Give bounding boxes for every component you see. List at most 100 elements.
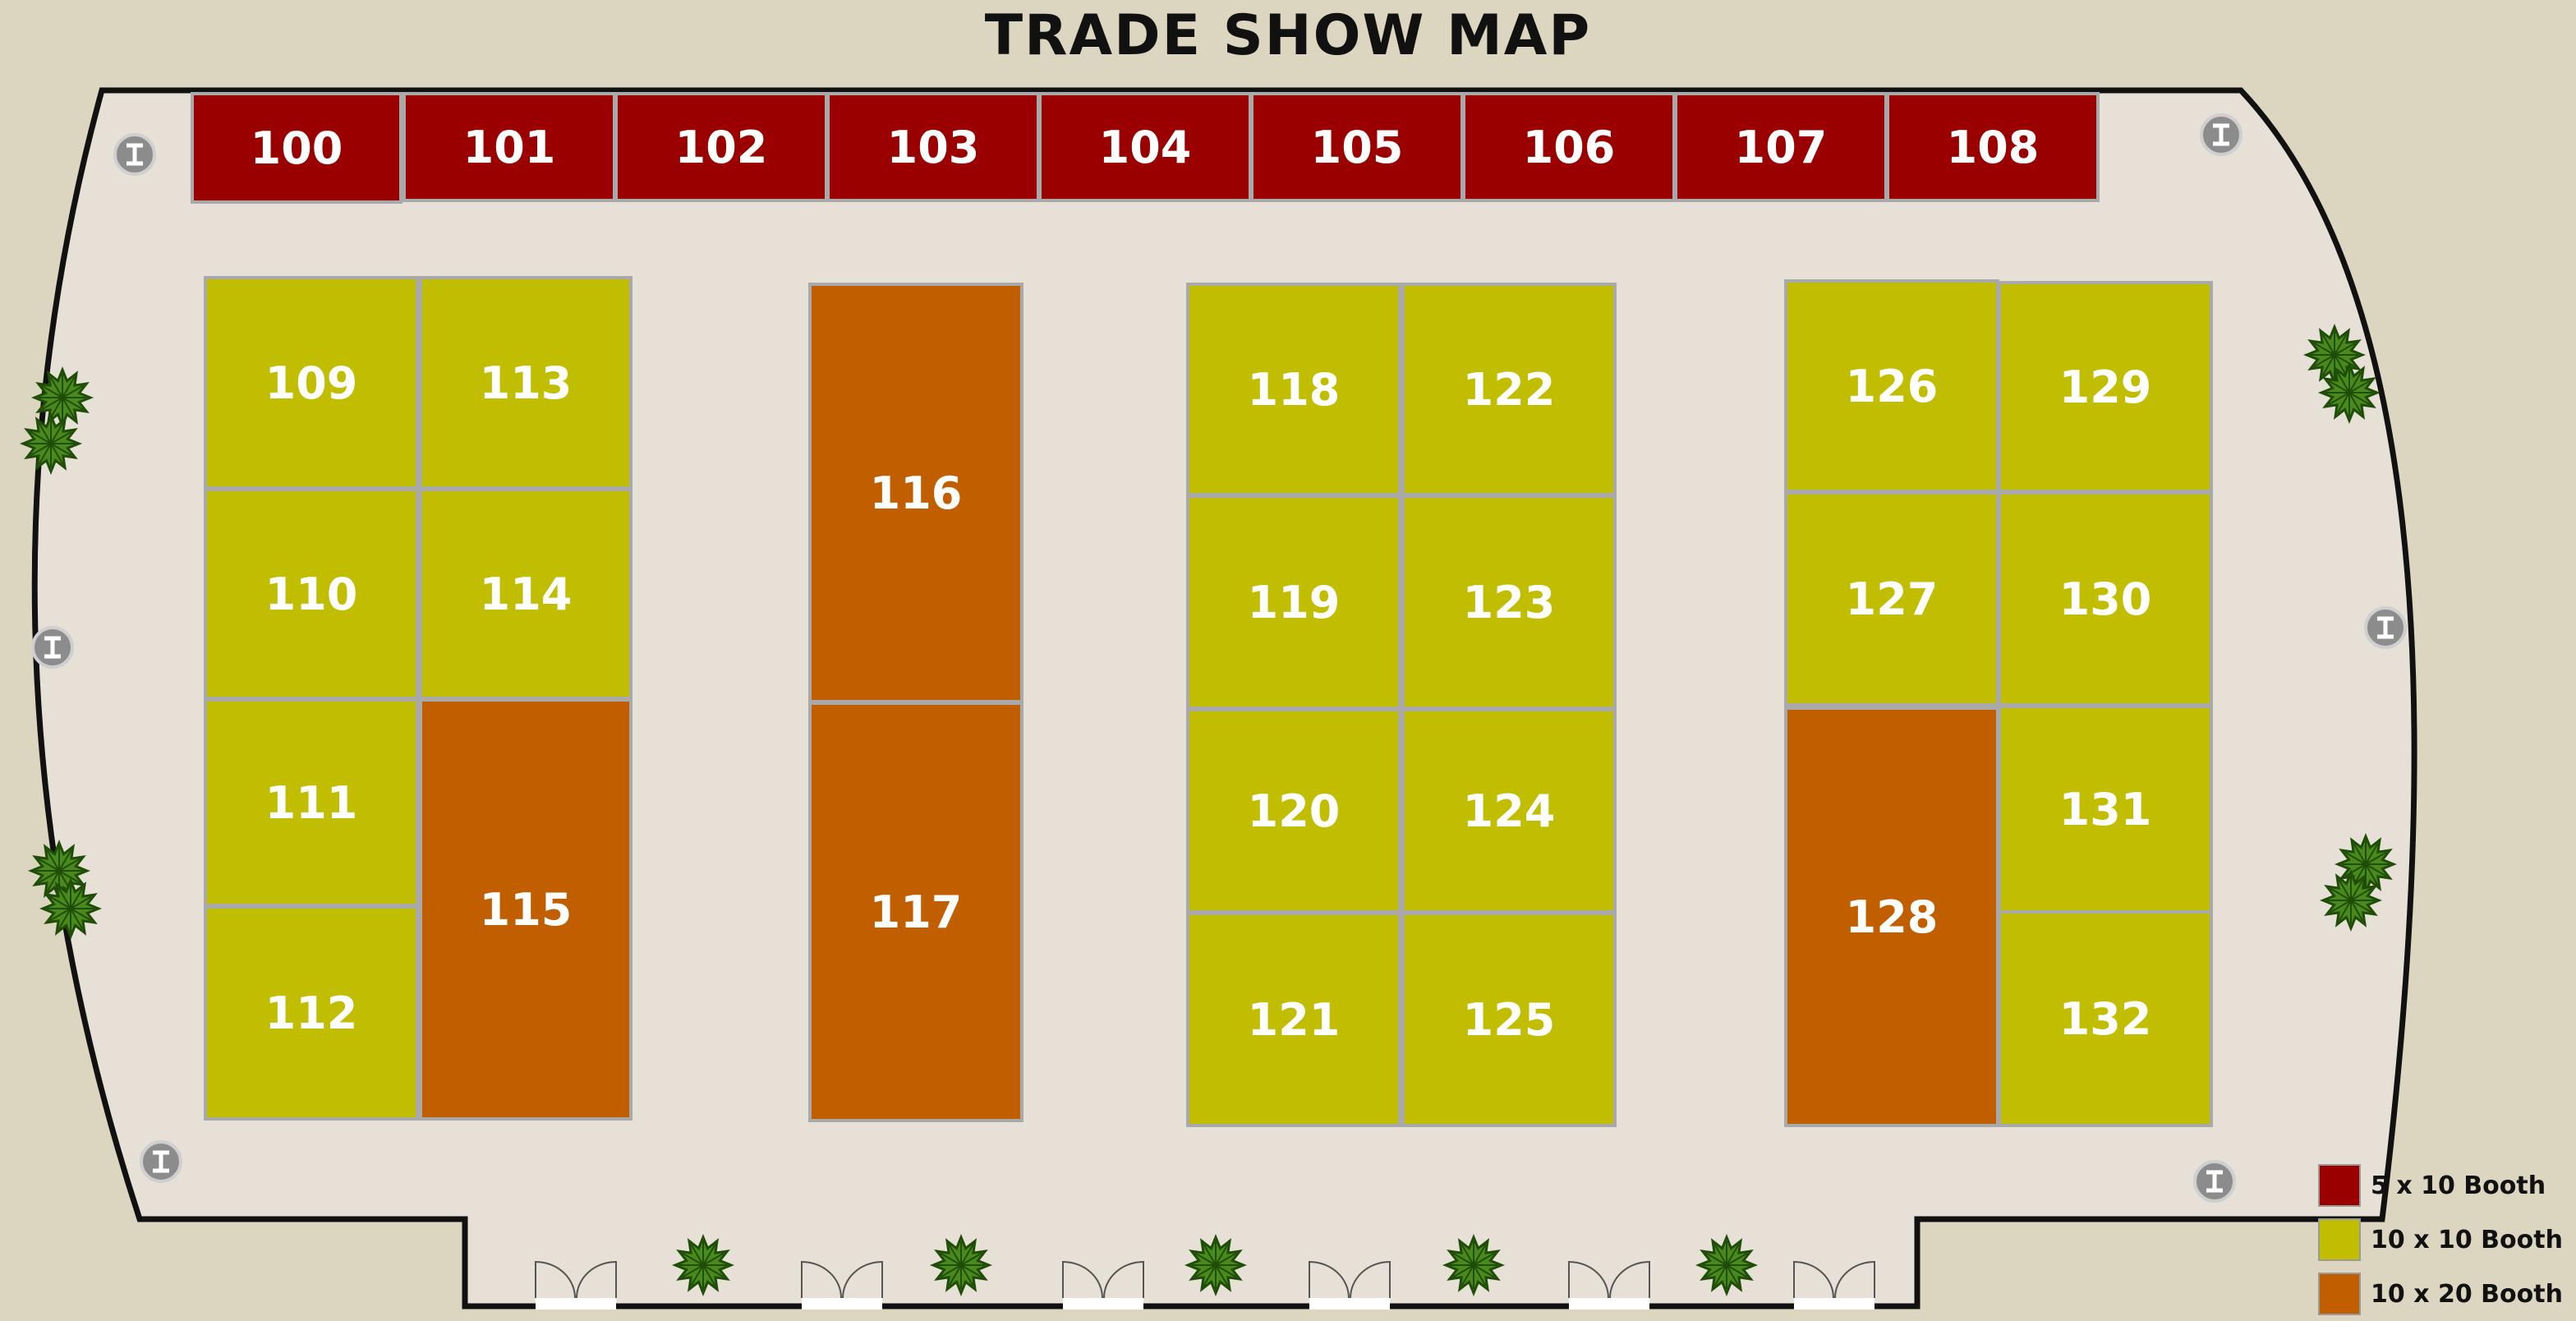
booth-130[interactable]: 130 <box>1998 491 2213 707</box>
booth-number: 121 <box>1248 994 1341 1046</box>
booth-107[interactable]: 107 <box>1674 92 1888 202</box>
booth-127[interactable]: 127 <box>1784 491 1999 707</box>
double-door-icon <box>1793 1260 1875 1309</box>
booth-fill <box>812 286 1020 700</box>
double-door-icon <box>1062 1260 1144 1309</box>
booth-114[interactable]: 114 <box>419 488 632 700</box>
booth-fill <box>1465 95 1672 199</box>
booth-number: 105 <box>1311 122 1404 173</box>
booth-number: 115 <box>480 884 573 936</box>
legend-label-10x10: 10 x 10 Booth <box>2371 1225 2563 1254</box>
booth-115[interactable]: 115 <box>419 698 632 1121</box>
booth-fill <box>422 279 629 486</box>
booth-number: 112 <box>265 987 358 1039</box>
booth-126[interactable]: 126 <box>1784 279 1999 493</box>
legend-swatch-5x10 <box>2318 1164 2361 1207</box>
booth-fill <box>1787 283 1996 490</box>
booth-number: 102 <box>675 122 768 173</box>
booth-number: 113 <box>480 357 573 409</box>
booth-fill <box>1405 711 1613 910</box>
booth-number: 116 <box>870 467 963 519</box>
legend-label-5x10: 5 x 10 Booth <box>2371 1171 2546 1200</box>
booth-104[interactable]: 104 <box>1038 92 1252 202</box>
booth-fill <box>1189 711 1398 910</box>
legend-item-10x10: 10 x 10 Booth <box>2318 1213 2563 1267</box>
booth-number: 111 <box>265 777 358 829</box>
plant-icon <box>1184 1233 1248 1297</box>
plant-icon <box>2317 361 2381 425</box>
booth-fill <box>618 95 825 199</box>
booth-fill <box>1677 95 1884 199</box>
booth-fill <box>2001 495 2210 703</box>
plant-icon <box>929 1233 993 1297</box>
booth-number: 122 <box>1463 364 1556 416</box>
plant-icon <box>2319 868 2383 932</box>
booth-128[interactable]: 128 <box>1784 707 1999 1127</box>
booth-fill <box>422 702 629 1117</box>
plant-icon <box>671 1233 735 1297</box>
booth-122[interactable]: 122 <box>1401 283 1617 496</box>
booth-106[interactable]: 106 <box>1462 92 1676 202</box>
booth-109[interactable]: 109 <box>204 276 419 490</box>
booth-119[interactable]: 119 <box>1186 495 1401 710</box>
booth-120[interactable]: 120 <box>1186 708 1401 914</box>
booth-number: 118 <box>1248 364 1341 416</box>
booth-111[interactable]: 111 <box>204 698 419 907</box>
booth-fill <box>1405 498 1613 707</box>
booth-number: 103 <box>887 122 980 173</box>
plant-icon <box>19 412 83 476</box>
booth-101[interactable]: 101 <box>402 92 616 202</box>
booth-fill <box>207 279 416 486</box>
booth-fill <box>1189 286 1398 493</box>
booth-number: 129 <box>2059 361 2152 413</box>
booth-number: 101 <box>463 122 556 173</box>
booth-121[interactable]: 121 <box>1186 912 1401 1127</box>
booth-131[interactable]: 131 <box>1998 705 2213 914</box>
entrance-doors <box>535 1260 1875 1309</box>
booth-112[interactable]: 112 <box>204 905 419 1121</box>
column-icon <box>2200 113 2242 156</box>
booth-100[interactable]: 100 <box>191 92 402 204</box>
booth-105[interactable]: 105 <box>1250 92 1464 202</box>
booth-132[interactable]: 132 <box>1998 910 2213 1127</box>
booth-fill <box>2001 284 2210 490</box>
booth-number: 104 <box>1099 122 1192 173</box>
double-door-icon <box>535 1260 617 1309</box>
booth-108[interactable]: 108 <box>1886 92 2100 202</box>
booth-103[interactable]: 103 <box>826 92 1040 202</box>
booth-fill <box>830 95 1037 199</box>
booths: 100 101 102 103 104 105 106 107 108 109 110 111 112 1… <box>191 92 2213 1127</box>
double-door-icon <box>1309 1260 1391 1309</box>
booth-fill <box>207 491 416 697</box>
legend-item-5x10: 5 x 10 Booth <box>2318 1158 2563 1213</box>
booth-number: 127 <box>1846 573 1939 625</box>
booth-number: 120 <box>1248 785 1341 837</box>
booth-117[interactable]: 117 <box>808 702 1024 1122</box>
booth-number: 106 <box>1523 122 1616 173</box>
booth-123[interactable]: 123 <box>1401 495 1617 710</box>
booth-number: 128 <box>1846 891 1939 943</box>
booth-fill <box>2001 708 2210 910</box>
booth-118[interactable]: 118 <box>1186 283 1401 496</box>
booth-fill <box>1787 495 1996 703</box>
booth-fill <box>1042 95 1249 199</box>
column-icon <box>2364 606 2407 649</box>
booth-fill <box>194 95 399 200</box>
booth-fill <box>1254 95 1460 199</box>
booth-110[interactable]: 110 <box>204 488 419 700</box>
booth-129[interactable]: 129 <box>1998 281 2213 493</box>
booth-124[interactable]: 124 <box>1401 708 1617 914</box>
plant-icon <box>1695 1233 1759 1297</box>
booth-102[interactable]: 102 <box>614 92 828 202</box>
booth-number: 109 <box>265 357 358 409</box>
plant-icon <box>1442 1233 1506 1297</box>
booth-116[interactable]: 116 <box>808 283 1024 703</box>
booth-125[interactable]: 125 <box>1401 912 1617 1127</box>
booth-number: 100 <box>251 122 343 174</box>
columns <box>31 113 2407 1203</box>
booth-113[interactable]: 113 <box>419 276 632 490</box>
double-door-icon <box>801 1260 883 1309</box>
booth-fill <box>1405 286 1613 493</box>
booth-number: 107 <box>1735 122 1828 173</box>
